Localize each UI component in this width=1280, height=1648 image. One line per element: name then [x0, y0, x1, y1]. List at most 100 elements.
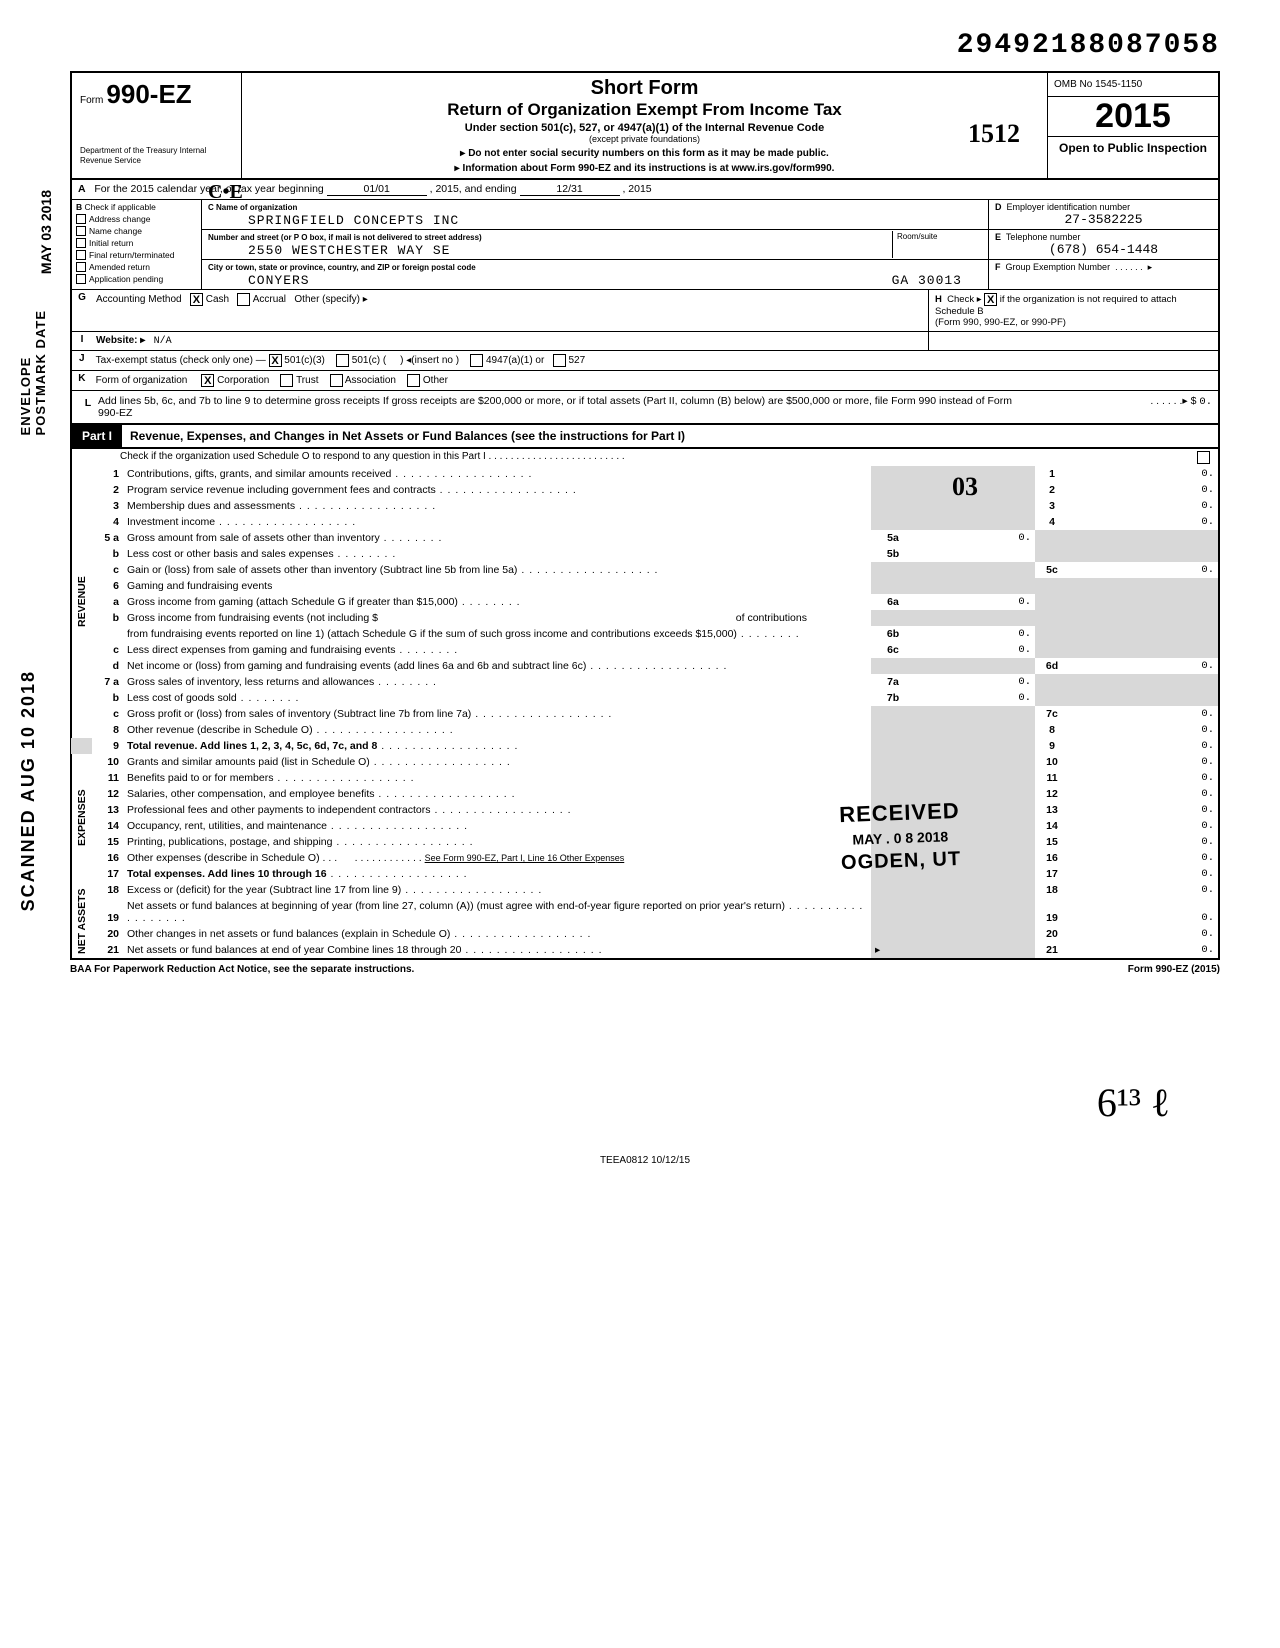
line-13-lbl: Professional fees and other payments to … [123, 802, 871, 818]
c-name-lbl: Name of organization [216, 203, 297, 212]
chk-name-change[interactable] [76, 226, 86, 236]
chk-app-pending[interactable] [76, 274, 86, 284]
line-3-lbl: Membership dues and assessments [123, 498, 871, 514]
f-lbl: Group Exemption Number [1006, 262, 1111, 272]
chk-trust[interactable] [280, 374, 293, 387]
part-1-header: Part I Revenue, Expenses, and Changes in… [70, 425, 1220, 449]
line-15-lbl: Printing, publications, postage, and shi… [123, 834, 871, 850]
chk-corp[interactable]: X [201, 374, 214, 387]
lbl-final-return: Final return/terminated [89, 250, 175, 260]
lbl-amended: Amended return [89, 262, 150, 272]
c-city-lbl: City or town, state or province, country… [208, 263, 476, 272]
h-text1: Check ▸ [947, 294, 981, 305]
baa-footer: BAA For Paperwork Reduction Act Notice, … [70, 964, 1220, 975]
line-2-val: 0. [1069, 482, 1219, 498]
chk-4947[interactable] [470, 354, 483, 367]
i-lbl: Website: ▸ [96, 335, 145, 346]
row-a-end: 12/31 [520, 183, 620, 196]
footer-code: TEEA0812 10/12/15 [70, 1155, 1220, 1166]
form-word: Form [80, 95, 103, 106]
dept-text: Department of the Treasury Internal Reve… [80, 146, 233, 165]
j-opt3: 4947(a)(1) or [486, 355, 544, 366]
line-14-val: 0. [1069, 818, 1219, 834]
lbl-name-change: Name change [89, 226, 142, 236]
chk-initial-return[interactable] [76, 238, 86, 248]
postmark-text: POSTMARK DATE [33, 310, 48, 435]
line-6c-val: 0. [915, 642, 1035, 658]
g-other: Other (specify) ▸ [294, 294, 367, 305]
omb-number: OMB No 1545-1150 [1048, 73, 1218, 97]
line-18-val: 0. [1069, 882, 1219, 898]
c-city-val: CONYERS [248, 273, 310, 288]
line-11-val: 0. [1069, 770, 1219, 786]
chk-final-return[interactable] [76, 250, 86, 260]
line-11-lbl: Benefits paid to or for members [123, 770, 871, 786]
k-assoc: Association [345, 375, 396, 386]
line-7c-val: 0. [1069, 706, 1219, 722]
part-1-sub: Check if the organization used Schedule … [120, 451, 625, 462]
form-warn: Do not enter social security numbers on … [246, 148, 1043, 159]
line-2-lbl: Program service revenue including govern… [123, 482, 871, 498]
d-val: 27-3582225 [995, 212, 1212, 227]
document-id: 29492188087058 [70, 30, 1220, 61]
e-lbl: Telephone number [1006, 232, 1081, 242]
d-lbl: Employer identification number [1007, 202, 1131, 212]
handwriting-year: 1512 [968, 119, 1020, 149]
chk-accrual[interactable] [237, 293, 250, 306]
lines-table: REVENUE 1Contributions, gifts, grants, a… [70, 466, 1220, 960]
c-street-val: 2550 WESTCHESTER WAY SE [208, 243, 450, 258]
line-17-val: 0. [1069, 866, 1219, 882]
line-15-val: 0. [1069, 834, 1219, 850]
line-20-lbl: Other changes in net assets or fund bala… [123, 926, 871, 942]
i-val: N/A [154, 336, 172, 347]
chk-other[interactable] [407, 374, 420, 387]
received-ogden: OGDEN, UT [840, 848, 961, 875]
postmark-stamp: ENVELOPE POSTMARK DATE [18, 310, 48, 435]
chk-cash[interactable]: X [190, 293, 203, 306]
chk-527[interactable] [553, 354, 566, 367]
chk-501c3[interactable]: X [269, 354, 282, 367]
bcdef-block: 03 B Check if applicable Address change … [70, 200, 1220, 290]
chk-assoc[interactable] [330, 374, 343, 387]
line-7a-val: 0. [915, 674, 1035, 690]
e-val: (678) 654-1448 [995, 242, 1212, 257]
side-net-assets: NET ASSETS [71, 882, 93, 959]
row-a-suffix: , 2015 [622, 183, 651, 195]
line-3-val: 0. [1069, 498, 1219, 514]
line-19-val: 0. [1069, 898, 1219, 926]
side-expenses: EXPENSES [71, 754, 93, 882]
f-arrow: ▸ [1148, 262, 1153, 272]
line-9-val: 0. [1069, 738, 1219, 754]
h-text3: (Form 990, 990-EZ, or 990-PF) [935, 317, 1066, 328]
envelope-text: ENVELOPE [18, 357, 33, 436]
chk-schedule-o[interactable] [1197, 451, 1210, 464]
line-6a-lbl: Gross income from gaming (attach Schedul… [123, 594, 871, 610]
form-title-2: Return of Organization Exempt From Incom… [246, 100, 1043, 120]
form-header: Form 990-EZ Department of the Treasury I… [70, 71, 1220, 180]
col-b-hdr: Check if applicable [85, 202, 156, 212]
chk-h[interactable]: X [984, 293, 997, 306]
line-19-lbl: Net assets or fund balances at beginning… [123, 898, 871, 926]
g-lbl: Accounting Method [96, 294, 182, 305]
line-8-lbl: Other revenue (describe in Schedule O) [123, 722, 871, 738]
line-16-lbl: Other expenses (describe in Schedule O) [127, 852, 320, 864]
line-17-lbl: Total expenses. Add lines 10 through 16 [127, 868, 327, 880]
line-6c-lbl: Less direct expenses from gaming and fun… [123, 642, 871, 658]
chk-501c[interactable] [336, 354, 349, 367]
c-room-lbl: Room/suite [892, 231, 982, 258]
form-subtitle-1: Under section 501(c), 527, or 4947(a)(1)… [246, 122, 1043, 134]
handwriting-signature: 6¹³ ℓ [1097, 1079, 1170, 1126]
line-9-lbl: Total revenue. Add lines 1, 2, 3, 4, 5c,… [127, 740, 377, 752]
line-6b-lbl3: from fundraising events reported on line… [123, 626, 871, 642]
c-street-lbl: Number and street (or P O box, if mail i… [208, 233, 482, 242]
line-5c-lbl: Gain or (loss) from sale of assets other… [123, 562, 871, 578]
k-other: Other [423, 375, 448, 386]
chk-amended[interactable] [76, 262, 86, 272]
side-revenue: REVENUE [71, 466, 93, 738]
scanned-stamp: SCANNED AUG 10 2018 [18, 670, 39, 911]
line-20-val: 0. [1069, 926, 1219, 942]
received-text: RECEIVED [838, 798, 959, 828]
row-a-mid: , 2015, and ending [430, 183, 517, 195]
open-inspection: Open to Public Inspection [1048, 137, 1218, 159]
chk-address-change[interactable] [76, 214, 86, 224]
